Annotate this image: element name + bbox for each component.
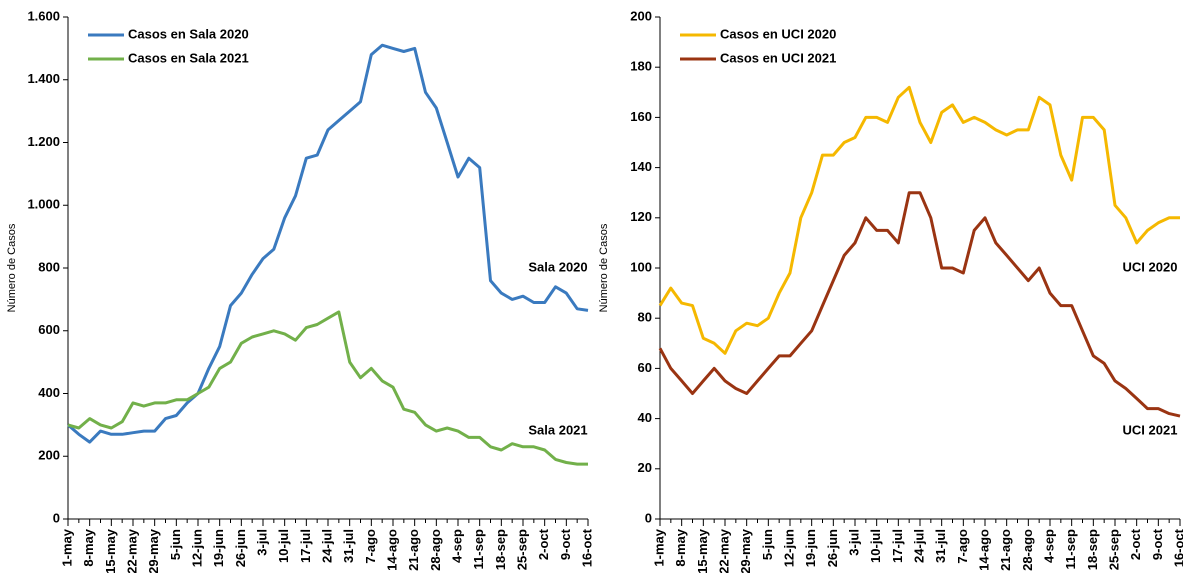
x-tick-label: 8-may	[673, 528, 688, 566]
x-tick-label: 4-sep	[449, 529, 464, 563]
x-tick-label: 26-jun	[233, 529, 248, 567]
y-tick-label: 20	[638, 460, 652, 475]
y-tick-label: 200	[38, 448, 60, 463]
x-tick-label: 1-may	[651, 528, 666, 566]
x-tick-label: 10-jul	[868, 529, 883, 563]
x-tick-label: 18-sep	[493, 529, 508, 570]
x-tick-label: 22-may	[124, 528, 139, 573]
series-line	[67, 43, 589, 444]
x-tick-label: 12-jun	[781, 529, 796, 567]
x-tick-label: 3-jul	[846, 529, 861, 556]
y-axis-label: Número de Casos	[598, 223, 610, 312]
annotation: Sala 2021	[528, 423, 587, 438]
x-tick-label: 25-sep	[514, 529, 529, 570]
x-tick-label: 16-oct	[1171, 528, 1183, 567]
x-tick-label: 24-jul	[911, 529, 926, 563]
y-tick-label: 1.400	[27, 71, 60, 86]
x-tick-label: 19-jun	[803, 529, 818, 567]
x-tick-label: 4-sep	[1041, 529, 1056, 563]
legend-label: Casos en Sala 2021	[128, 50, 249, 65]
legend-label: Casos en UCI 2020	[720, 26, 836, 41]
x-tick-label: 8-may	[81, 528, 96, 566]
y-tick-label: 0	[53, 510, 60, 525]
series-line	[658, 191, 1181, 418]
x-tick-label: 11-sep	[1063, 529, 1078, 570]
x-tick-label: 7-ago	[955, 529, 970, 564]
y-tick-label: 80	[638, 310, 652, 325]
x-tick-label: 15-may	[695, 528, 710, 573]
x-tick-label: 2-oct	[1128, 528, 1143, 560]
annotation: UCI 2020	[1123, 259, 1178, 274]
y-tick-label: 0	[645, 510, 652, 525]
x-tick-label: 16-oct	[579, 528, 594, 567]
x-tick-label: 11-sep	[471, 529, 486, 570]
chart-panel: Número de Casos 0 20 40 60 80 100 120 140 160 180 2…	[598, 8, 1183, 573]
x-tick-label: 5-jun	[168, 529, 183, 560]
x-tick-label: 14-ago	[384, 529, 399, 571]
x-tick-label: 31-jul	[341, 529, 356, 563]
y-tick-label: 800	[38, 259, 60, 274]
x-tick-label: 2-oct	[536, 528, 551, 560]
y-tick-label: 140	[630, 159, 652, 174]
y-tick-label: 40	[638, 410, 652, 425]
x-tick-label: 9-oct	[558, 528, 573, 560]
x-tick-label: 26-jun	[825, 529, 840, 567]
x-tick-label: 3-jul	[254, 529, 269, 556]
y-tick-label: 180	[630, 59, 652, 74]
x-tick-label: 21-ago	[406, 529, 421, 571]
y-tick-label: 100	[630, 259, 652, 274]
x-tick-label: 28-ago	[1020, 529, 1035, 571]
x-tick-label: 17-jul	[298, 529, 313, 563]
x-tick-label: 14-ago	[976, 529, 991, 571]
x-tick-label: 29-may	[146, 528, 161, 573]
x-tick-label: 28-ago	[428, 529, 443, 571]
y-tick-label: 200	[630, 8, 652, 23]
y-tick-label: 400	[38, 385, 60, 400]
x-tick-label: 10-jul	[276, 529, 291, 563]
x-tick-label: 22-may	[716, 528, 731, 573]
legend-label: Casos en UCI 2021	[720, 50, 836, 65]
x-tick-label: 19-jun	[211, 529, 226, 567]
y-tick-label: 160	[630, 109, 652, 124]
x-tick-label: 15-may	[103, 528, 118, 573]
y-tick-label: 1.000	[27, 197, 60, 212]
y-tick-label: 1.600	[27, 8, 60, 23]
x-tick-label: 7-ago	[363, 529, 378, 564]
x-tick-label: 31-jul	[933, 529, 948, 563]
legend-label: Casos en Sala 2020	[128, 26, 249, 41]
x-tick-label: 1-may	[59, 528, 74, 566]
y-tick-label: 60	[638, 360, 652, 375]
x-tick-label: 29-may	[738, 528, 753, 573]
y-tick-label: 120	[630, 209, 652, 224]
chart-panel: Número de Casos 0 200 400 600 800 1.000 1.200 1.…	[6, 8, 595, 573]
x-tick-label: 12-jun	[189, 529, 204, 567]
y-tick-label: 600	[38, 322, 60, 337]
series-line	[67, 310, 588, 466]
x-tick-label: 21-ago	[998, 529, 1013, 571]
x-tick-label: 5-jun	[760, 529, 775, 560]
x-tick-label: 17-jul	[890, 529, 905, 563]
x-tick-label: 9-oct	[1150, 528, 1165, 560]
annotation: UCI 2021	[1123, 423, 1178, 438]
x-tick-label: 18-sep	[1085, 529, 1100, 570]
y-axis-label: Número de Casos	[6, 223, 18, 312]
annotation: Sala 2020	[528, 259, 587, 274]
y-tick-label: 1.200	[27, 134, 60, 149]
series-line	[658, 85, 1180, 355]
x-tick-label: 25-sep	[1106, 529, 1121, 570]
x-tick-label: 24-jul	[319, 529, 334, 563]
